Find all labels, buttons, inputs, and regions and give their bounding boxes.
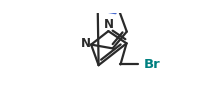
Text: N: N: [104, 18, 114, 31]
Text: Br: Br: [143, 58, 160, 71]
Text: N: N: [81, 37, 91, 50]
